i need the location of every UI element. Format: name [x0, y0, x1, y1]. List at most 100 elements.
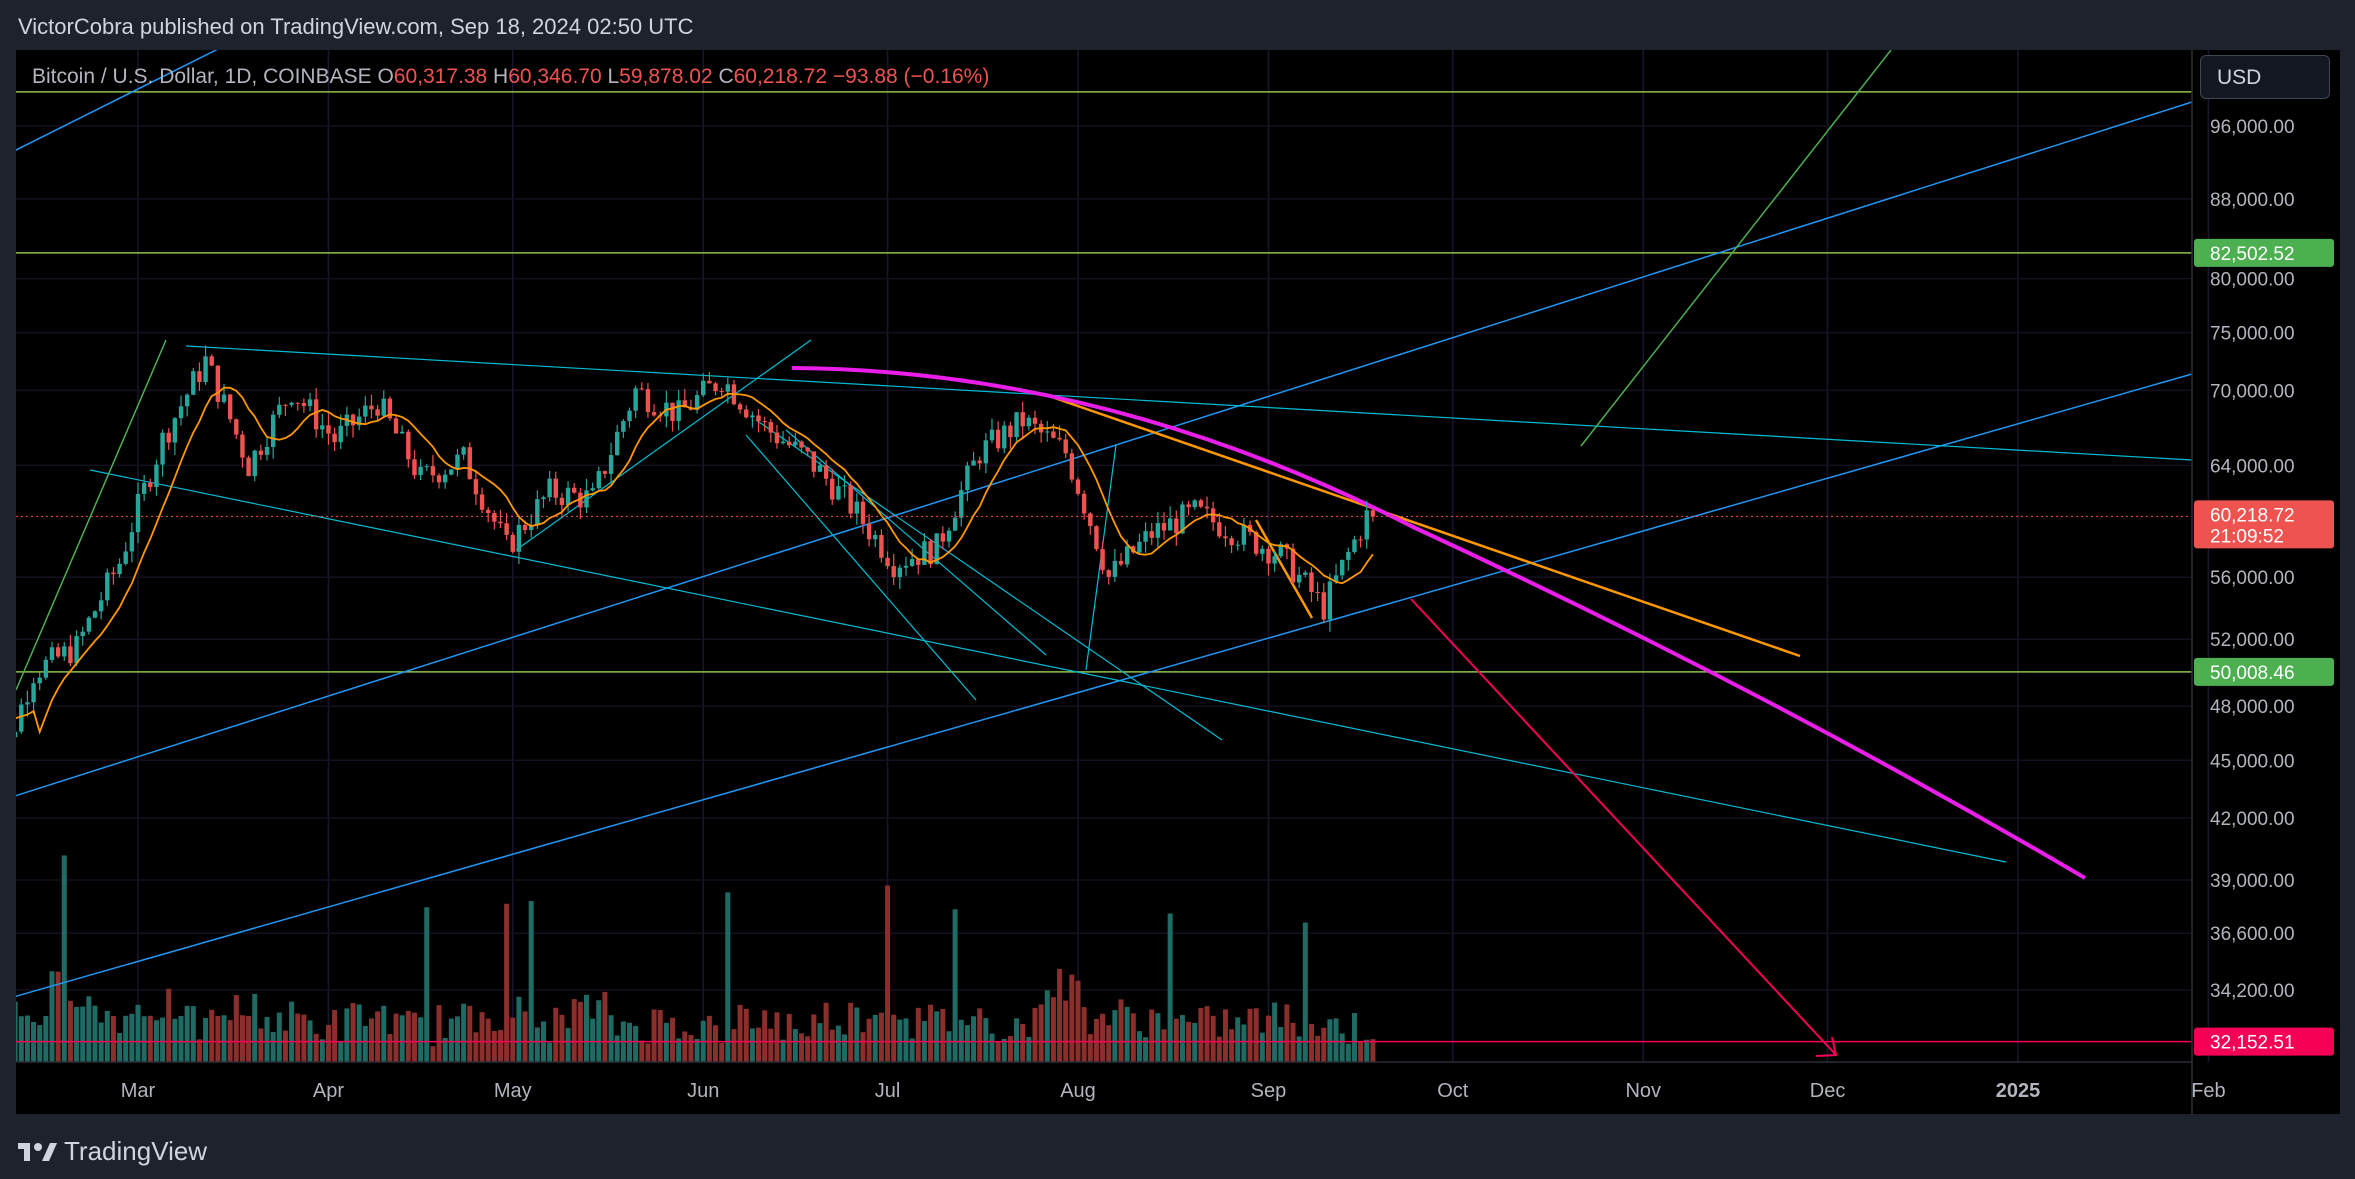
candle-body	[952, 517, 958, 531]
candle-body	[989, 429, 995, 441]
symbol-legend: Bitcoin / U.S. Dollar, 1D, COINBASE O60,…	[32, 65, 989, 88]
volume-bar	[1112, 1010, 1118, 1062]
candle-body	[1253, 531, 1259, 554]
volume-bar	[338, 1041, 344, 1062]
candle-body	[879, 534, 884, 558]
candle-body	[1235, 544, 1240, 546]
price-tick-label: 42,000.00	[2210, 809, 2295, 830]
candle-body	[387, 398, 393, 419]
candle-body	[1303, 572, 1308, 575]
candle-body	[289, 402, 294, 405]
chart-canvas[interactable]: Bitcoin / U.S. Dollar, 1D, COINBASE O60,…	[16, 50, 2340, 1114]
candle-body	[467, 447, 472, 480]
volume-bar	[24, 1015, 30, 1062]
candle-body	[92, 611, 98, 618]
candle-body	[16, 731, 18, 738]
trend-line	[89, 469, 2007, 863]
candle-body	[1180, 504, 1185, 534]
candle-body	[885, 557, 890, 567]
volume-bar	[786, 1013, 792, 1062]
candle-body	[909, 559, 915, 566]
volume-bar	[928, 1004, 934, 1062]
candle-body	[240, 434, 245, 458]
volume-bar	[117, 1032, 123, 1062]
volume-bar	[670, 1017, 676, 1062]
candle-body	[774, 432, 780, 444]
volume-bar	[1216, 1036, 1222, 1062]
tradingview-logo-text: TradingView	[64, 1136, 208, 1166]
volume-bar	[1222, 1009, 1228, 1062]
volume-bar	[1130, 1013, 1136, 1062]
volume-bar	[958, 1019, 964, 1062]
candle-body	[1296, 574, 1302, 583]
volume-bar	[301, 1014, 307, 1062]
volume-bar	[479, 1012, 485, 1062]
trend-line	[185, 345, 2193, 461]
volume-bar	[362, 1025, 368, 1062]
candle-body	[959, 490, 964, 518]
volume-bar	[829, 1029, 835, 1062]
currency-button[interactable]: USD	[2200, 55, 2330, 99]
volume-bar	[448, 1018, 454, 1062]
volume-bar	[1370, 1039, 1376, 1062]
candle-body	[485, 509, 491, 514]
candle-body	[529, 525, 534, 531]
volume-bar	[725, 892, 731, 1062]
candle-body	[1143, 531, 1148, 542]
candle-body	[406, 431, 411, 460]
price-tick-label: 39,000.00	[2210, 871, 2295, 892]
volume-bar	[18, 1016, 24, 1062]
candle-body	[897, 567, 903, 578]
candle-body	[793, 441, 798, 446]
candle-body	[1241, 524, 1247, 545]
time-tick-label: 2025	[1996, 1080, 2041, 1102]
volume-bars	[16, 855, 1376, 1062]
volume-bar	[1014, 1018, 1020, 1062]
volume-bar	[645, 1043, 651, 1062]
volume-bar	[1192, 1022, 1198, 1062]
time-tick-label: Oct	[1437, 1080, 1469, 1102]
candle-body	[1223, 536, 1228, 539]
candle-body	[873, 534, 878, 540]
volume-bar	[289, 1001, 295, 1062]
candle-body	[590, 488, 595, 491]
candle-body	[375, 409, 380, 416]
volume-bar	[399, 1015, 405, 1062]
volume-bar	[1315, 1035, 1321, 1062]
candle-body	[891, 566, 896, 578]
candle-body	[1339, 559, 1345, 576]
time-tick-label: Dec	[1810, 1080, 1846, 1102]
vertical-grid	[137, 50, 2210, 1062]
volume-bar	[418, 1017, 424, 1062]
candle-body	[621, 421, 626, 432]
volume-bar	[971, 1016, 977, 1062]
volume-bar	[319, 1039, 325, 1062]
price-tick-label: 34,200.00	[2210, 981, 2295, 1002]
volume-bar	[80, 1006, 86, 1062]
candle-body	[639, 388, 644, 390]
tradingview-logo[interactable]: TradingView	[18, 1136, 207, 1167]
candle-body	[1358, 539, 1363, 541]
candle-body	[1192, 500, 1197, 508]
volume-bar	[375, 1011, 381, 1062]
volume-bar	[1020, 1024, 1026, 1062]
volume-bar	[676, 1038, 682, 1062]
volume-bar	[387, 1034, 393, 1062]
volume-bar	[891, 1014, 897, 1062]
candle-body	[105, 572, 110, 601]
volume-bar	[1143, 1037, 1149, 1062]
volume-bar	[325, 1024, 331, 1062]
candle-body	[1075, 479, 1081, 494]
volume-bar	[547, 1042, 553, 1062]
trend-line	[755, 419, 1223, 741]
volume-bar	[485, 1018, 491, 1062]
volume-bar	[184, 1005, 190, 1062]
volume-bar	[1296, 1036, 1302, 1062]
candle-body	[584, 490, 589, 508]
volume-bar	[1001, 1038, 1007, 1062]
volume-bar	[473, 1032, 479, 1062]
volume-bar	[67, 1000, 73, 1062]
chart-frame[interactable]: Bitcoin / U.S. Dollar, 1D, COINBASE O60,…	[16, 50, 2340, 1114]
candle-body	[436, 475, 442, 483]
volume-bar	[436, 1005, 442, 1062]
